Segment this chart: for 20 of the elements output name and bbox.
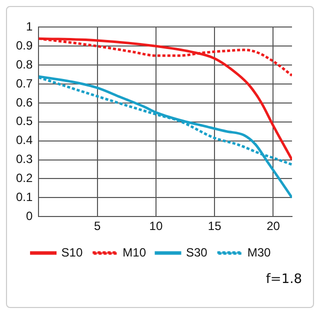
x-tick-label: 20 bbox=[266, 219, 280, 234]
x-tick-label: 15 bbox=[208, 219, 222, 234]
y-tick-label: 1 bbox=[26, 20, 33, 34]
y-tick-label: 0.6 bbox=[16, 95, 33, 110]
y-tick-label: 0.1 bbox=[16, 190, 33, 204]
y-tick-label: 0.3 bbox=[16, 152, 33, 166]
legend-label: M10 bbox=[122, 245, 146, 260]
legend-label: S30 bbox=[186, 245, 208, 260]
y-tick-label: 0.2 bbox=[16, 171, 33, 186]
y-tick-label: 0 bbox=[26, 208, 33, 223]
y-tick-label: 0.4 bbox=[16, 133, 33, 148]
y-tick-label: 0.5 bbox=[16, 114, 33, 128]
y-tick-label: 0.7 bbox=[16, 76, 33, 90]
x-tick-label: 10 bbox=[149, 219, 163, 234]
legend-label: M30 bbox=[247, 245, 272, 260]
y-tick-label: 0.8 bbox=[16, 57, 33, 72]
legend-label: S10 bbox=[61, 245, 83, 260]
text: f=1.8 bbox=[266, 272, 302, 287]
y-tick-label: 0.9 bbox=[16, 38, 33, 52]
x-tick-label: 5 bbox=[94, 219, 101, 234]
